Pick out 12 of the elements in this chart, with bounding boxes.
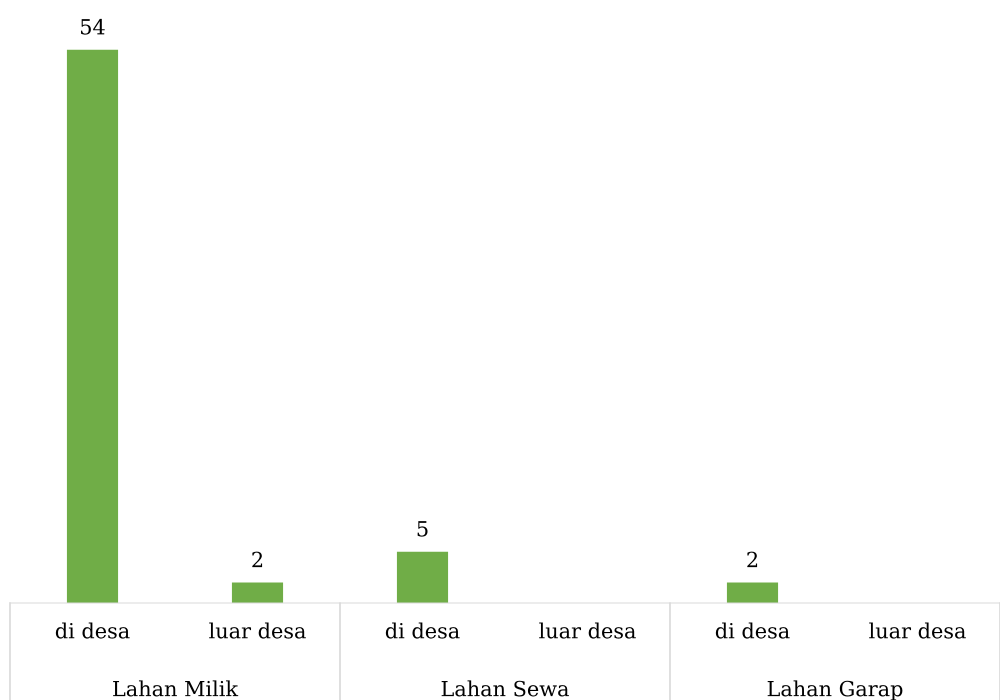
data-label: 2 [747, 552, 758, 568]
x-tick-label: di desa [386, 622, 460, 639]
x-tick-label: di desa [716, 622, 790, 639]
text: Lahan Sewa [442, 680, 569, 696]
x-tick-label: luar desa [539, 622, 636, 639]
data-label: 54 [81, 18, 105, 35]
x-tick-label: di desa [56, 622, 130, 639]
data-label: 5 [418, 521, 428, 537]
x-tick-label: luar desa [209, 622, 306, 639]
text: Lahan Milik [113, 680, 238, 696]
data-label: 2 [252, 552, 262, 568]
x-tick-label: luar desa [869, 622, 966, 639]
